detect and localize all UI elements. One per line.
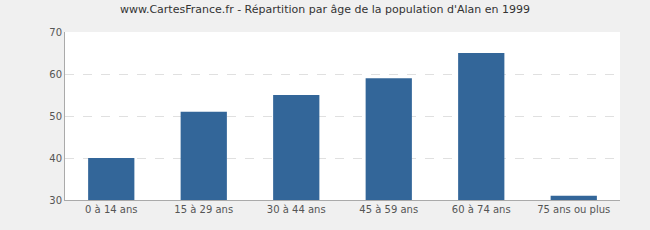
- svg-text:www.CartesFrance.fr - Répartit: www.CartesFrance.fr - Répartition par âg…: [120, 3, 530, 16]
- svg-text:40: 40: [49, 153, 62, 164]
- svg-text:30: 30: [49, 195, 62, 206]
- svg-text:0 à 14 ans: 0 à 14 ans: [85, 204, 137, 215]
- svg-text:70: 70: [49, 27, 62, 38]
- svg-text:15 à 29 ans: 15 à 29 ans: [174, 204, 233, 215]
- svg-text:45 à 59 ans: 45 à 59 ans: [359, 204, 418, 215]
- svg-text:30 à 44 ans: 30 à 44 ans: [267, 204, 326, 215]
- svg-text:75 ans ou plus: 75 ans ou plus: [537, 204, 610, 215]
- svg-text:60 à 74 ans: 60 à 74 ans: [452, 204, 511, 215]
- svg-text:50: 50: [49, 111, 62, 122]
- svg-text:60: 60: [49, 69, 62, 80]
